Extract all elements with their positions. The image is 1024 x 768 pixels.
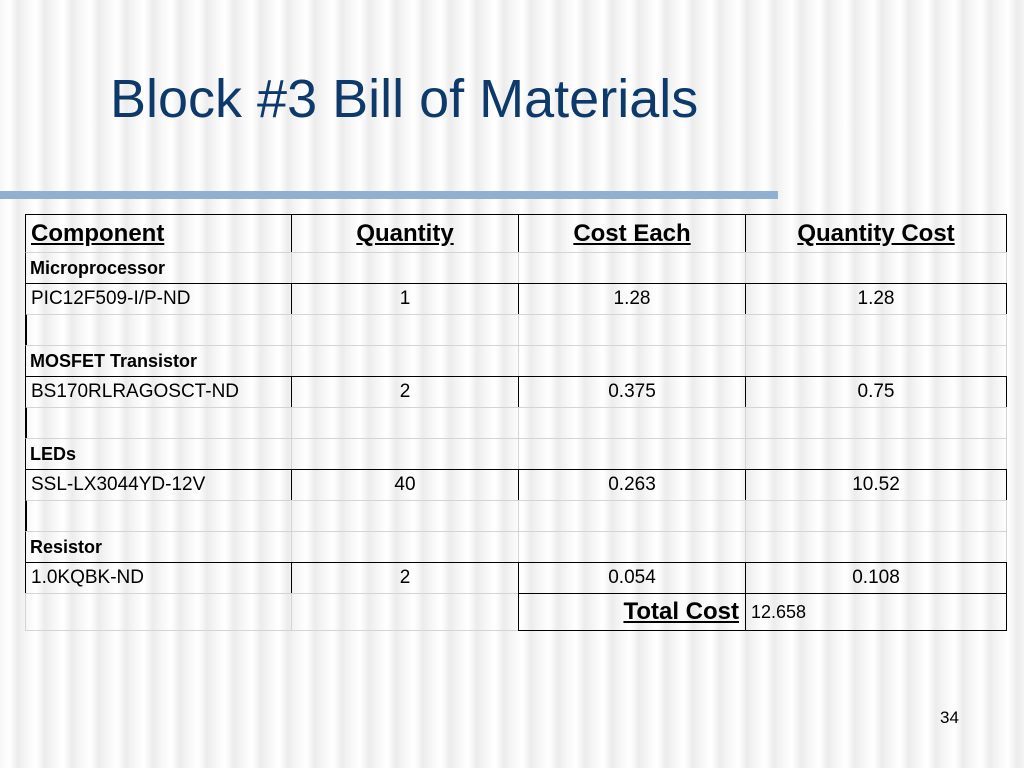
item-cell: 1.28 bbox=[518, 283, 746, 315]
blank-cell bbox=[745, 314, 1007, 346]
item-cell: 0.054 bbox=[518, 562, 746, 594]
total-value: 12.658 bbox=[745, 593, 1007, 631]
total-label: Total Cost bbox=[518, 593, 746, 631]
section-name: MOSFET Transistor bbox=[30, 350, 198, 371]
section-name: Microprocessor bbox=[30, 257, 166, 278]
item-cell: 2 bbox=[291, 376, 519, 408]
item-cell: 1.28 bbox=[745, 283, 1007, 315]
item-cell: 2 bbox=[291, 562, 519, 594]
blank-cell bbox=[291, 314, 519, 346]
title-rule bbox=[0, 191, 778, 199]
blank-cell bbox=[518, 500, 746, 532]
section-name: LEDs bbox=[30, 443, 77, 464]
blank-cell bbox=[518, 314, 746, 346]
item-cell: 40 bbox=[291, 469, 519, 501]
item-cell: 0.75 bbox=[745, 376, 1007, 408]
blank-cell bbox=[745, 407, 1007, 439]
item-cell: 0.108 bbox=[745, 562, 1007, 594]
blank-cell bbox=[745, 500, 1007, 532]
blank-cell bbox=[25, 314, 292, 346]
header-cell: Quantity bbox=[291, 214, 519, 253]
header-cell: Quantity Cost bbox=[745, 214, 1007, 253]
slide-title: Block #3 Bill of Materials bbox=[110, 69, 699, 129]
blank-cell bbox=[291, 407, 519, 439]
blank-cell bbox=[25, 593, 292, 631]
blank-cell bbox=[25, 407, 292, 439]
item-cell: 1.0KQBK-ND bbox=[25, 562, 292, 594]
item-cell: BS170RLRAGOSCT-ND bbox=[25, 376, 292, 408]
section-name: Resistor bbox=[30, 536, 103, 557]
blank-cell bbox=[291, 500, 519, 532]
item-cell: 1 bbox=[291, 283, 519, 315]
item-cell: 0.375 bbox=[518, 376, 746, 408]
page-number: 34 bbox=[940, 708, 959, 727]
blank-cell bbox=[518, 407, 746, 439]
header-cell: Component bbox=[25, 214, 292, 253]
item-cell: 10.52 bbox=[745, 469, 1007, 501]
header-cell: Cost Each bbox=[518, 214, 746, 253]
blank-cell bbox=[25, 500, 292, 532]
blank-cell bbox=[291, 593, 519, 631]
item-cell: 0.263 bbox=[518, 469, 746, 501]
item-cell: SSL-LX3044YD-12V bbox=[25, 469, 292, 501]
item-cell: PIC12F509-I/P-ND bbox=[25, 283, 292, 315]
